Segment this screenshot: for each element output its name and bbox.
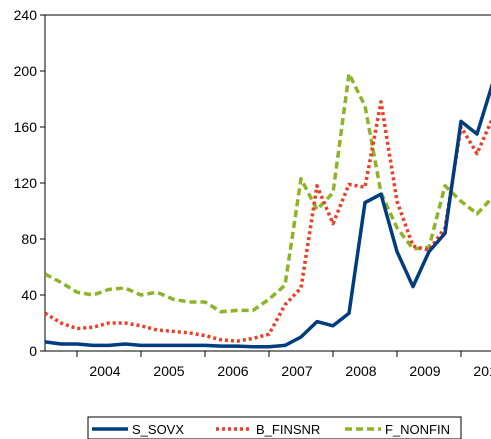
y-tick-label: 80 (21, 231, 37, 247)
y-tick-label: 0 (29, 343, 37, 359)
x-tick-label: 2008 (345, 363, 376, 379)
series-lines (45, 72, 491, 349)
y-tick-label: 40 (21, 287, 37, 303)
y-tick-label: 200 (14, 63, 38, 79)
x-tick-label: 2004 (89, 363, 120, 379)
legend-label: S_SOVX (132, 422, 184, 437)
legend-box (87, 416, 462, 439)
x-tick-label: 2005 (153, 363, 184, 379)
y-tick-label: 160 (14, 119, 38, 135)
legend-label: F_NONFIN (385, 422, 450, 437)
series-line-b-finsnr (45, 100, 491, 343)
legend-label: B_FINSNR (256, 422, 320, 437)
series-line-f-nonfin (45, 72, 491, 314)
legend: S_SOVX B_FINSNR F_NONFIN (87, 416, 462, 439)
plot-area (44, 14, 491, 352)
y-tick-label: 120 (14, 175, 38, 191)
x-tick-label: 2006 (217, 363, 248, 379)
y-tick-label: 240 (14, 7, 38, 23)
x-tick-label: 2007 (281, 363, 312, 379)
x-tick-label: 2009 (409, 363, 440, 379)
y-axis-ticks: 0 40 80 120 160 200 240 (14, 7, 45, 359)
x-axis-ticks: 2004 2005 2006 2007 2008 2009 2010 (76, 351, 491, 379)
x-tick-label: 2010 (473, 363, 491, 379)
series-line-s-sovx (45, 82, 491, 349)
